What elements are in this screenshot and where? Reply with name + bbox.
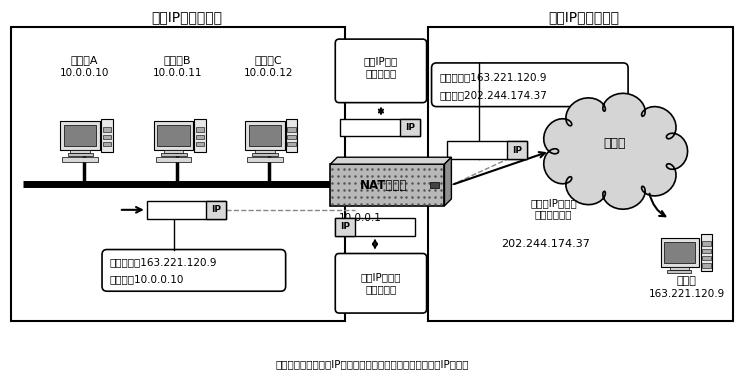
FancyBboxPatch shape [507, 141, 527, 159]
Text: 10.0.0.1: 10.0.0.1 [339, 213, 382, 223]
Text: 源地址：10.0.0.10: 源地址：10.0.0.10 [110, 274, 185, 284]
Text: 目标地址：163.221.120.9: 目标地址：163.221.120.9 [110, 257, 217, 267]
Text: 163.221.120.9: 163.221.120.9 [649, 289, 725, 299]
FancyBboxPatch shape [336, 218, 414, 236]
FancyBboxPatch shape [10, 27, 345, 321]
Text: 源地址：202.244.174.37: 源地址：202.244.174.37 [440, 90, 548, 100]
FancyBboxPatch shape [102, 249, 286, 291]
FancyBboxPatch shape [667, 270, 691, 273]
FancyBboxPatch shape [661, 238, 699, 267]
FancyBboxPatch shape [432, 63, 628, 107]
FancyBboxPatch shape [247, 157, 283, 162]
FancyBboxPatch shape [206, 201, 226, 219]
Text: IP: IP [405, 123, 414, 132]
Text: 10.0.0.11: 10.0.0.11 [153, 68, 202, 78]
FancyBboxPatch shape [62, 157, 98, 162]
Polygon shape [444, 157, 452, 206]
FancyBboxPatch shape [702, 263, 711, 267]
FancyBboxPatch shape [252, 153, 278, 156]
FancyBboxPatch shape [702, 249, 711, 253]
FancyBboxPatch shape [248, 125, 281, 146]
FancyBboxPatch shape [340, 119, 420, 137]
FancyBboxPatch shape [429, 182, 440, 188]
FancyBboxPatch shape [64, 125, 97, 146]
FancyBboxPatch shape [196, 142, 205, 146]
FancyBboxPatch shape [255, 150, 275, 153]
FancyBboxPatch shape [101, 119, 112, 152]
FancyBboxPatch shape [154, 121, 193, 150]
FancyBboxPatch shape [400, 119, 420, 137]
FancyBboxPatch shape [664, 242, 695, 263]
FancyBboxPatch shape [68, 153, 93, 156]
Text: 10.0.0.12: 10.0.0.12 [244, 68, 294, 78]
Text: 目标地址：163.221.120.9: 目标地址：163.221.120.9 [440, 72, 547, 82]
Text: 局域网内设置为私有IP地址，在与外部通信时被替换成全局IP地址。: 局域网内设置为私有IP地址，在与外部通信时被替换成全局IP地址。 [275, 360, 469, 370]
Text: IP: IP [512, 146, 522, 155]
FancyBboxPatch shape [157, 125, 190, 146]
Text: 服务器: 服务器 [677, 276, 696, 286]
Text: 与全局IP地址的
设备之间通信: 与全局IP地址的 设备之间通信 [530, 198, 577, 220]
Polygon shape [330, 157, 452, 164]
FancyBboxPatch shape [60, 121, 100, 150]
Text: 转换IP首部中
的目标地址: 转换IP首部中 的目标地址 [361, 273, 401, 294]
FancyBboxPatch shape [103, 128, 111, 132]
FancyBboxPatch shape [103, 135, 111, 139]
Text: 互联网: 互联网 [603, 137, 626, 150]
Text: 10.0.0.10: 10.0.0.10 [60, 68, 109, 78]
FancyBboxPatch shape [702, 242, 711, 246]
Text: IP: IP [211, 205, 221, 214]
FancyBboxPatch shape [164, 150, 184, 153]
FancyBboxPatch shape [194, 119, 206, 152]
FancyBboxPatch shape [336, 218, 355, 236]
Text: 全局IP地址的世界: 全局IP地址的世界 [548, 10, 619, 24]
FancyBboxPatch shape [336, 254, 426, 313]
FancyBboxPatch shape [428, 27, 734, 321]
FancyBboxPatch shape [447, 141, 527, 159]
FancyBboxPatch shape [196, 128, 205, 132]
FancyBboxPatch shape [670, 267, 689, 270]
FancyBboxPatch shape [702, 256, 711, 260]
FancyBboxPatch shape [161, 153, 187, 156]
Text: 客户端C: 客户端C [255, 55, 283, 65]
FancyBboxPatch shape [287, 128, 295, 132]
Text: 客户端A: 客户端A [71, 55, 98, 65]
FancyBboxPatch shape [287, 135, 295, 139]
FancyBboxPatch shape [70, 150, 90, 153]
FancyBboxPatch shape [147, 201, 226, 219]
Text: 私有IP地址的世界: 私有IP地址的世界 [151, 10, 222, 24]
FancyBboxPatch shape [701, 234, 712, 271]
FancyBboxPatch shape [330, 164, 444, 206]
Text: 转换IP首部
中的源地址: 转换IP首部 中的源地址 [364, 56, 398, 78]
FancyBboxPatch shape [286, 119, 297, 152]
Text: 202.244.174.37: 202.244.174.37 [501, 239, 590, 249]
FancyBboxPatch shape [336, 39, 426, 102]
Text: 客户端B: 客户端B [164, 55, 191, 65]
FancyBboxPatch shape [196, 135, 205, 139]
FancyBboxPatch shape [287, 142, 295, 146]
FancyBboxPatch shape [155, 157, 191, 162]
FancyBboxPatch shape [103, 142, 111, 146]
Text: NAT路由器: NAT路由器 [360, 178, 407, 191]
FancyBboxPatch shape [245, 121, 285, 150]
Text: IP: IP [340, 222, 350, 231]
Polygon shape [544, 93, 687, 209]
